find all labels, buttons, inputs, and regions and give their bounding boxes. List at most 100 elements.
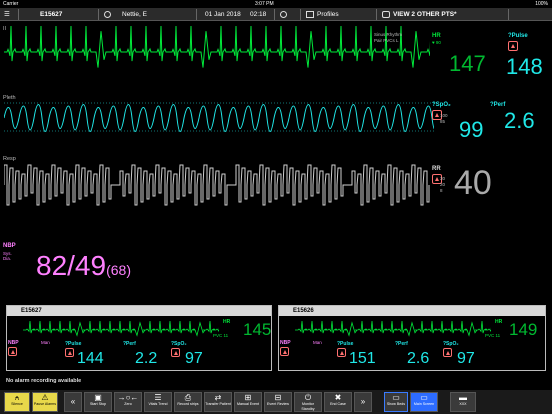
device-status-button[interactable]: ▬ XXX: [450, 392, 476, 412]
panel-1-pulse-alarm-icon: [65, 348, 74, 357]
panel-1-ecg-waveform: [23, 320, 219, 337]
ios-status-bar: Carrier 3:07 PM 100%: [0, 0, 552, 8]
menu-icon[interactable]: ☰: [4, 11, 10, 18]
nbp-reading[interactable]: 82/49(68): [36, 248, 256, 284]
panel-1-spo2-value: 97: [185, 350, 203, 367]
pause-alarms-button[interactable]: ⚠ Pause Alarms: [32, 392, 58, 412]
pause-alarms-icon: ⚠: [41, 393, 49, 402]
scroll-right-button[interactable]: »: [354, 392, 372, 412]
panel-2-hr-label: HR: [495, 319, 503, 325]
pulse-alarm-off-icon[interactable]: [508, 41, 518, 51]
ecg-waveform: [4, 25, 430, 68]
spo2-label[interactable]: ?SpO₂: [432, 102, 451, 108]
nbp-label[interactable]: NBP: [3, 243, 16, 249]
bottom-toolbar: ⍲ Silence ⚠ Pause Alarms « ▣ Start Stop →○←…: [0, 390, 552, 414]
resp-waveform: [4, 164, 430, 206]
transfer-patient-label: Transfer Patient: [205, 402, 231, 406]
manual-event-label: Manual Event: [237, 402, 259, 406]
spo2-limit-high: 100: [440, 113, 448, 118]
panel-1-spo2-label: ?SpO₂: [171, 341, 187, 347]
start-stop-label: Start Stop: [90, 402, 106, 406]
hr-label[interactable]: HR: [432, 33, 441, 39]
ecg-lead-label: II: [3, 26, 7, 32]
panel-2-perf-value: 2.6: [407, 350, 430, 367]
record-strips-icon: ⎙: [184, 393, 192, 402]
panel-2-spo2-alarm-icon: [443, 348, 452, 357]
start-stop-button[interactable]: ▣ Start Stop: [84, 392, 112, 412]
pleth-waveform: [4, 102, 434, 132]
panel-1-nbp-alarm-icon: [8, 347, 17, 356]
panel-2-ecg-waveform: [295, 320, 491, 337]
profiles-label: Profiles: [317, 11, 339, 18]
rr-label[interactable]: RR: [432, 166, 441, 172]
panel-2-spo2-value: 97: [457, 350, 475, 367]
silence-icon: ⍲: [14, 393, 20, 402]
silence-button[interactable]: ⍲ Silence: [4, 392, 30, 412]
transfer-patient-icon: ⇄: [214, 393, 222, 402]
main-screen-icon: ▭: [420, 393, 428, 402]
vitals-trend-button[interactable]: ☰ Vitals Trend: [144, 392, 172, 412]
panel-2-hr-value: 149: [509, 320, 538, 339]
monitor-standby-label: Monitor Standby: [301, 402, 315, 411]
clock-label: 3:07 PM: [255, 1, 274, 7]
show-beds-button[interactable]: ▭ Show Beds: [384, 392, 408, 412]
rr-limits: 30 20 8: [440, 176, 445, 194]
view-other-patients-button[interactable]: VIEW 2 OTHER PTS*: [382, 8, 457, 21]
device-status-icon: ▬: [459, 393, 467, 402]
profiles-button[interactable]: Profiles: [306, 8, 339, 21]
other-patient-panel-1[interactable]: E15627 HR 145 PVC 11 NBP Man ?Pulse 144 …: [6, 305, 272, 371]
patient-name[interactable]: Nettie, E: [122, 11, 147, 18]
panel-2-pulse-label: ?Pulse: [337, 341, 354, 347]
panel-1-pulse-value: 144: [77, 350, 104, 367]
other-patient-panel-2[interactable]: E15626 HR 149 PVC 11 NBP Man ?Pulse 151 …: [278, 305, 546, 371]
nbp-dia-label: Dia.: [3, 256, 12, 261]
panel-2-nbp-label: NBP: [280, 340, 291, 346]
pulse-value[interactable]: 148: [506, 54, 543, 79]
record-strips-button[interactable]: ⎙ Record strips: [174, 392, 202, 412]
manual-event-button[interactable]: ⊞ Manual Event: [234, 392, 262, 412]
panel-1-nbp-mode: Man: [41, 340, 50, 345]
profiles-icon: [306, 10, 314, 18]
carrier-label: Carrier: [3, 1, 19, 7]
vitals-trend-icon: ☰: [154, 393, 162, 402]
bed-label[interactable]: E15627: [40, 11, 63, 18]
rr-alarm-off-icon[interactable]: [432, 174, 442, 184]
show-beds-icon: ▭: [392, 393, 400, 402]
scroll-left-button[interactable]: «: [64, 392, 82, 412]
battery-label: 100%: [535, 1, 548, 7]
end-case-button[interactable]: ✖ End Case: [324, 392, 352, 412]
rr-value[interactable]: 40: [454, 164, 492, 202]
panel-2-nbp-mode: Man: [313, 340, 322, 345]
perf-label[interactable]: ?Perf: [490, 102, 506, 108]
spo2-alarm-off-icon[interactable]: [432, 110, 442, 120]
event-review-button[interactable]: ⊟ Event Review: [264, 392, 292, 412]
transfer-patient-button[interactable]: ⇄ Transfer Patient: [204, 392, 232, 412]
resp-label: Resp: [3, 156, 16, 162]
panel-2-pvc: PVC 11: [485, 333, 501, 338]
hr-value[interactable]: 147: [449, 51, 486, 76]
ecg-rhythm-label: Sinus Rhythm: [374, 32, 403, 37]
pulse-label[interactable]: ?Pulse: [508, 33, 528, 39]
hr-heart-sub: ♥ 90: [432, 40, 441, 45]
main-screen-label: Main Screen: [413, 402, 435, 406]
panel-1-perf-label: ?Perf: [123, 341, 136, 347]
spo2-limit-low: 85: [440, 119, 446, 124]
panel-1-hr-value: 145: [243, 320, 272, 339]
zero-button[interactable]: →○← Zero: [114, 392, 142, 412]
zero-label: Zero: [124, 402, 132, 406]
monitor-standby-button[interactable]: ⏻ Monitor Standby: [294, 392, 322, 412]
patient-icon: [104, 8, 111, 21]
main-screen-button[interactable]: ▭ Main Screen: [410, 392, 438, 412]
panel-1-pulse-label: ?Pulse: [65, 341, 82, 347]
record-strips-label: Record strips: [177, 402, 199, 406]
pleth-label: Pleth: [3, 95, 16, 101]
nbp-sub: Sys. Dia.: [3, 251, 12, 261]
event-review-icon: ⊟: [274, 393, 282, 402]
perf-value[interactable]: 2.6: [504, 108, 535, 133]
ecg-pvc-label: Pair PVCs L: [374, 37, 399, 43]
panel-2-nbp-alarm-icon: [280, 347, 289, 356]
spo2-value[interactable]: 99: [459, 117, 484, 142]
panel-1-perf-value: 2.2: [135, 350, 158, 367]
pause-alarms-label: Pause Alarms: [33, 402, 57, 406]
panel-2-bed: E15626: [279, 306, 545, 316]
